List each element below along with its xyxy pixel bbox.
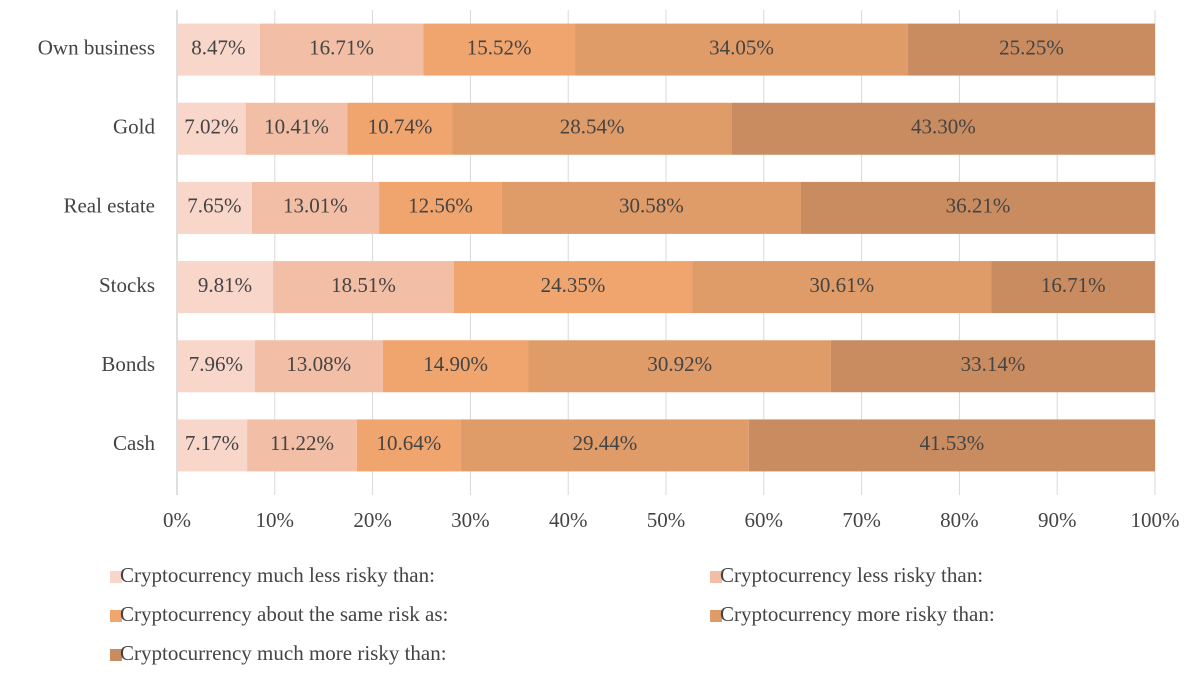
bar-segment [452, 102, 732, 155]
data-label: 16.71% [309, 35, 374, 59]
bar-segment [356, 419, 461, 472]
y-tick-label: Real estate [63, 194, 155, 218]
data-label: 34.05% [709, 35, 774, 59]
bar-segment [382, 340, 529, 393]
data-label: 12.56% [408, 194, 473, 218]
bar-segment [748, 419, 1155, 472]
x-tick-label: 0% [163, 508, 191, 532]
data-label: 10.64% [377, 431, 442, 455]
legend-label: Cryptocurrency much more risky than: [120, 641, 447, 665]
data-label: 15.52% [467, 35, 532, 59]
bar-segment [692, 261, 992, 314]
legend-label: Cryptocurrency much less risky than: [120, 563, 435, 587]
bar-segment [423, 23, 576, 76]
data-label: 24.35% [541, 273, 606, 297]
bar-segment [347, 102, 453, 155]
x-tick-label: 10% [256, 508, 295, 532]
y-tick-label: Cash [113, 431, 156, 455]
bar-segment [177, 102, 246, 155]
data-label: 10.74% [368, 115, 433, 139]
data-label: 30.58% [619, 194, 684, 218]
data-label: 9.81% [198, 273, 252, 297]
data-label: 30.61% [809, 273, 874, 297]
legend-swatch [710, 571, 722, 583]
bar-segment [251, 181, 380, 234]
data-label: 29.44% [573, 431, 638, 455]
data-label: 30.92% [647, 352, 712, 376]
x-tick-label: 80% [940, 508, 979, 532]
bar-segment [379, 181, 502, 234]
data-label: 41.53% [920, 431, 985, 455]
x-tick-label: 70% [842, 508, 881, 532]
bar-segment [453, 261, 693, 314]
bar-segment [177, 181, 252, 234]
data-label: 7.17% [185, 431, 239, 455]
legend-swatch [710, 610, 722, 622]
bar-segment [908, 23, 1155, 76]
legend-label: Cryptocurrency more risky than: [720, 602, 995, 626]
y-tick-label: Stocks [99, 273, 155, 297]
data-label: 18.51% [331, 273, 396, 297]
data-label: 43.30% [911, 115, 976, 139]
data-label: 25.25% [999, 35, 1064, 59]
bar-segment [731, 102, 1156, 155]
x-tick-label: 20% [353, 508, 392, 532]
bar-segment [501, 181, 801, 234]
legend-label: Cryptocurrency about the same risk as: [120, 602, 448, 626]
data-label: 36.21% [946, 194, 1011, 218]
bar-segment [272, 261, 454, 314]
legend-swatch [110, 571, 122, 583]
x-tick-label: 90% [1038, 508, 1077, 532]
bar-segment [575, 23, 909, 76]
bar-segment [177, 23, 260, 76]
bar-segment [528, 340, 831, 393]
y-tick-label: Gold [113, 115, 156, 139]
x-tick-label: 60% [745, 508, 784, 532]
data-label: 13.01% [283, 194, 348, 218]
data-label: 13.08% [286, 352, 351, 376]
legend-swatch [110, 649, 122, 661]
bar-segment [991, 261, 1155, 314]
data-label: 8.47% [191, 35, 245, 59]
data-label: 11.22% [270, 431, 334, 455]
bar-segment [247, 419, 357, 472]
bar-segment [259, 23, 424, 76]
bar-segment [254, 340, 383, 393]
bar-segment [177, 261, 273, 314]
bar-segment [800, 181, 1156, 234]
y-tick-label: Bonds [101, 352, 155, 376]
x-tick-label: 30% [451, 508, 490, 532]
data-label: 7.02% [184, 115, 238, 139]
data-label: 7.65% [187, 194, 241, 218]
bar-segment [460, 419, 749, 472]
data-label: 14.90% [423, 352, 488, 376]
x-tick-label: 100% [1131, 508, 1180, 532]
y-tick-label: Own business [38, 35, 155, 59]
bar-segment [245, 102, 348, 155]
data-label: 33.14% [961, 352, 1026, 376]
x-tick-label: 50% [647, 508, 686, 532]
data-label: 28.54% [560, 115, 625, 139]
data-label: 10.41% [264, 115, 329, 139]
x-tick-label: 40% [549, 508, 588, 532]
data-label: 16.71% [1041, 273, 1106, 297]
bar-segment [830, 340, 1155, 393]
legend-label: Cryptocurrency less risky than: [720, 563, 983, 587]
legend-swatch [110, 610, 122, 622]
bar-segment [177, 419, 248, 472]
data-label: 7.96% [189, 352, 243, 376]
bar-segment [177, 340, 255, 393]
